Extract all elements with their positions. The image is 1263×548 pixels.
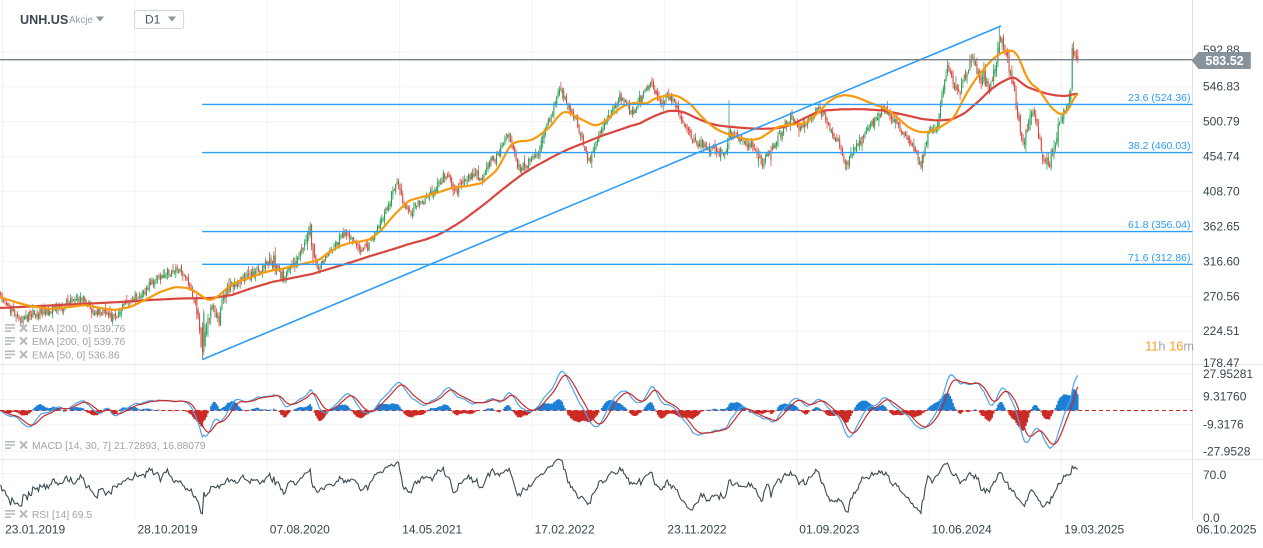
svg-text:EMA [200, 0] 539.76: EMA [200, 0] 539.76 [32, 324, 126, 335]
svg-text:EMA [200, 0] 539.76: EMA [200, 0] 539.76 [32, 337, 126, 348]
svg-text:583.52: 583.52 [1205, 54, 1243, 68]
svg-text:178.47: 178.47 [1203, 356, 1240, 370]
svg-text:408.70: 408.70 [1203, 185, 1240, 199]
svg-text:28.10.2019: 28.10.2019 [137, 523, 197, 537]
svg-text:546.83: 546.83 [1203, 80, 1240, 94]
svg-text:MACD [14, 30, 7] 21.72893, 16: MACD [14, 30, 7] 21.72893, 16.88079 [32, 441, 206, 452]
svg-text:EMA [50, 0] 536.86: EMA [50, 0] 536.86 [32, 351, 120, 362]
svg-text:61.8 (356.04): 61.8 (356.04) [1128, 219, 1190, 231]
svg-text:500.79: 500.79 [1203, 115, 1240, 129]
svg-text:19.03.2025: 19.03.2025 [1064, 523, 1124, 537]
svg-text:11h 16m: 11h 16m [1145, 339, 1194, 354]
svg-text:70.0: 70.0 [1203, 468, 1227, 482]
svg-text:D1: D1 [145, 13, 161, 27]
svg-text:-27.9528: -27.9528 [1203, 445, 1251, 459]
svg-text:06.10.2025: 06.10.2025 [1196, 523, 1256, 537]
svg-text:14.05.2021: 14.05.2021 [402, 523, 462, 537]
svg-text:RSI [14] 69.5: RSI [14] 69.5 [32, 510, 92, 521]
svg-text:10.06.2024: 10.06.2024 [932, 523, 992, 537]
svg-text:316.60: 316.60 [1203, 254, 1240, 268]
svg-text:UNH.US: UNH.US [20, 13, 68, 27]
svg-text:224.51: 224.51 [1203, 324, 1240, 338]
svg-text:454.74: 454.74 [1203, 150, 1240, 164]
svg-text:9.31760: 9.31760 [1203, 390, 1247, 404]
svg-text:17.02.2022: 17.02.2022 [535, 523, 595, 537]
svg-text:23.01.2019: 23.01.2019 [5, 523, 65, 537]
svg-text:23.11.2022: 23.11.2022 [667, 523, 726, 537]
svg-text:23.6 (524.36): 23.6 (524.36) [1128, 92, 1190, 104]
svg-text:270.56: 270.56 [1203, 289, 1240, 303]
svg-text:-9.3176: -9.3176 [1203, 418, 1244, 432]
svg-text:07.08.2020: 07.08.2020 [270, 523, 330, 537]
svg-text:Akcje: Akcje [69, 15, 94, 26]
svg-text:0.0: 0.0 [1203, 511, 1220, 525]
svg-text:71.6 (312.86): 71.6 (312.86) [1128, 252, 1190, 264]
svg-text:01.09.2023: 01.09.2023 [799, 523, 859, 537]
svg-text:27.95281: 27.95281 [1203, 367, 1253, 381]
svg-text:362.65: 362.65 [1203, 220, 1240, 234]
svg-text:38.2 (460.03): 38.2 (460.03) [1128, 140, 1190, 152]
